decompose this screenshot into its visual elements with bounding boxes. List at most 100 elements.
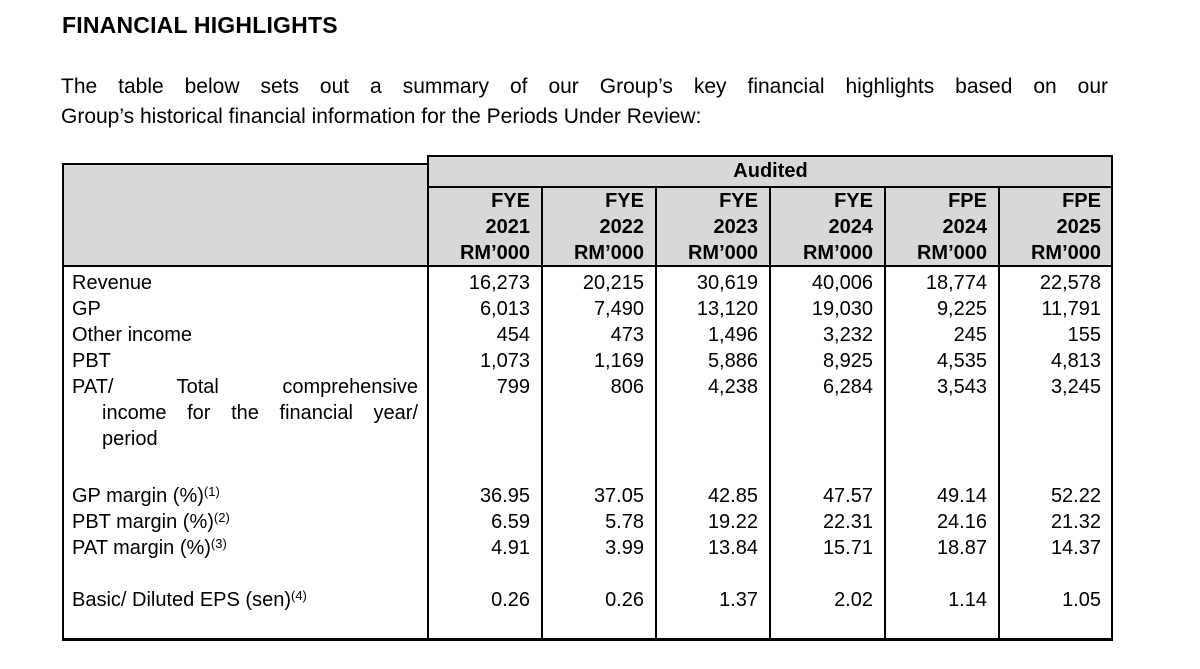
financial-highlights-table: Audited FYE 2021 RM’000 FYE 2022 RM’000 … xyxy=(62,155,1113,641)
table-cell: 3.99 xyxy=(605,537,644,559)
column-header-fye2021: FYE 2021 RM’000 xyxy=(428,187,542,267)
table-cell: 40,006 xyxy=(811,272,873,294)
intro-line-2: Group’s historical financial information… xyxy=(61,105,702,128)
table-cell: 3,232 xyxy=(822,324,873,346)
row-label-line: income for the financial year/ xyxy=(102,402,418,424)
table-cell: 3,543 xyxy=(936,376,987,398)
row-label: Basic/ Diluted EPS (sen)(4) xyxy=(62,587,428,613)
column-period: FPE xyxy=(948,190,987,212)
table-cell: 4,238 xyxy=(707,376,758,398)
footnote-ref: (2) xyxy=(213,510,230,525)
table-cell: 6,284 xyxy=(822,376,873,398)
column-header-fye2023: FYE 2023 RM’000 xyxy=(656,187,770,267)
row-label-text: PAT margin (%) xyxy=(72,537,211,559)
table-divider xyxy=(655,187,657,641)
table-cell: 0.26 xyxy=(491,589,530,611)
row-label-text: Basic/ Diluted EPS (sen) xyxy=(72,589,291,611)
table-border-bottom xyxy=(62,638,1113,641)
table-divider xyxy=(427,155,429,641)
table-cell: 473 xyxy=(610,324,644,346)
table-cell: 5.78 xyxy=(605,511,644,533)
column-unit: RM’000 xyxy=(687,242,758,264)
row-label: PAT/ Total comprehensive income for the … xyxy=(62,374,428,452)
footnote-ref: (4) xyxy=(290,588,307,603)
table-cell: 24.16 xyxy=(936,511,987,533)
table-cell: 1.37 xyxy=(719,589,758,611)
column-year: 2025 xyxy=(1056,216,1102,238)
footnote-ref: (1) xyxy=(203,484,220,499)
column-year: 2021 xyxy=(485,216,531,238)
table-cell: 2.02 xyxy=(834,589,873,611)
table-cell: 52.22 xyxy=(1050,485,1101,507)
table-cell: 49.14 xyxy=(936,485,987,507)
table-cell: 19,030 xyxy=(811,298,873,320)
table-body: Revenue 16,273 20,215 30,619 40,006 18,7… xyxy=(62,267,1113,638)
table-cell: 13,120 xyxy=(696,298,758,320)
column-header-fpe2024: FPE 2024 RM’000 xyxy=(885,187,999,267)
table-cell: 799 xyxy=(496,376,530,398)
table-cell: 4.91 xyxy=(491,537,530,559)
audited-header-cell: Audited xyxy=(428,155,1113,187)
table-cell: 4,535 xyxy=(936,350,987,372)
table-cell: 1,169 xyxy=(593,350,644,372)
column-year: 2024 xyxy=(828,216,874,238)
row-label: GP margin (%)(1) xyxy=(62,483,428,509)
intro-paragraph: The table below sets out a summary of ou… xyxy=(61,72,1108,132)
table-divider xyxy=(769,187,771,641)
column-unit: RM’000 xyxy=(573,242,644,264)
table-cell: 3,245 xyxy=(1050,376,1101,398)
table-cell: 6.59 xyxy=(491,511,530,533)
column-header-fye2022: FYE 2022 RM’000 xyxy=(542,187,656,267)
table-divider xyxy=(884,187,886,641)
table-cell: 1,073 xyxy=(479,350,530,372)
row-label: Other income xyxy=(72,324,193,346)
page-title: FINANCIAL HIGHLIGHTS xyxy=(62,12,338,38)
table-border-right xyxy=(1111,155,1113,641)
row-label-text: PBT margin (%) xyxy=(72,511,214,533)
table-border-top xyxy=(62,163,428,165)
row-label: PAT margin (%)(3) xyxy=(62,535,428,561)
table-row-gp: GP 6,013 7,490 13,120 19,030 9,225 11,79… xyxy=(62,296,1113,322)
table-cell: 9,225 xyxy=(936,298,987,320)
table-divider xyxy=(428,186,1113,188)
column-unit: RM’000 xyxy=(802,242,873,264)
table-cell: 18.87 xyxy=(936,537,987,559)
table-cell: 13.84 xyxy=(707,537,758,559)
table-row-revenue: Revenue 16,273 20,215 30,619 40,006 18,7… xyxy=(62,270,1113,296)
table-cell: 11,791 xyxy=(1041,298,1101,320)
table-cell: 6,013 xyxy=(479,298,530,320)
table-row-pat-margin: PAT margin (%)(3) 4.91 3.99 13.84 15.71 … xyxy=(62,535,1113,561)
table-cell: 37.05 xyxy=(593,485,644,507)
table-cell: 42.85 xyxy=(707,485,758,507)
table-row-pbt: PBT 1,073 1,169 5,886 8,925 4,535 4,813 xyxy=(62,348,1113,374)
table-cell: 14.37 xyxy=(1050,537,1101,559)
row-label-header-cell xyxy=(62,163,428,267)
footnote-ref: (3) xyxy=(210,536,227,551)
section-number-partial: 0 xyxy=(0,9,1,41)
table-border-left xyxy=(62,163,64,641)
table-cell: 1,496 xyxy=(707,324,758,346)
table-cell: 1.14 xyxy=(948,589,987,611)
table-row-pbt-margin: PBT margin (%)(2) 6.59 5.78 19.22 22.31 … xyxy=(62,509,1113,535)
row-label-line: period xyxy=(102,428,158,450)
table-cell: 245 xyxy=(953,324,987,346)
table-cell: 0.26 xyxy=(605,589,644,611)
intro-line-1: The table below sets out a summary of ou… xyxy=(61,75,1108,98)
table-cell: 22.31 xyxy=(822,511,873,533)
table-row-other-income: Other income 454 473 1,496 3,232 245 155 xyxy=(62,322,1113,348)
column-unit: RM’000 xyxy=(459,242,530,264)
table-cell: 5,886 xyxy=(707,350,758,372)
column-year: 2024 xyxy=(942,216,988,238)
table-cell: 21.32 xyxy=(1050,511,1101,533)
table-row-eps: Basic/ Diluted EPS (sen)(4) 0.26 0.26 1.… xyxy=(62,587,1113,613)
column-period: FYE xyxy=(719,190,758,212)
table-cell: 18,774 xyxy=(925,272,987,294)
table-cell: 4,813 xyxy=(1050,350,1101,372)
table-cell: 22,578 xyxy=(1039,272,1101,294)
column-period: FYE xyxy=(491,190,530,212)
column-header-fye2024: FYE 2024 RM’000 xyxy=(770,187,885,267)
table-cell: 30,619 xyxy=(696,272,758,294)
column-year: 2022 xyxy=(599,216,645,238)
table-cell: 1.05 xyxy=(1062,589,1101,611)
